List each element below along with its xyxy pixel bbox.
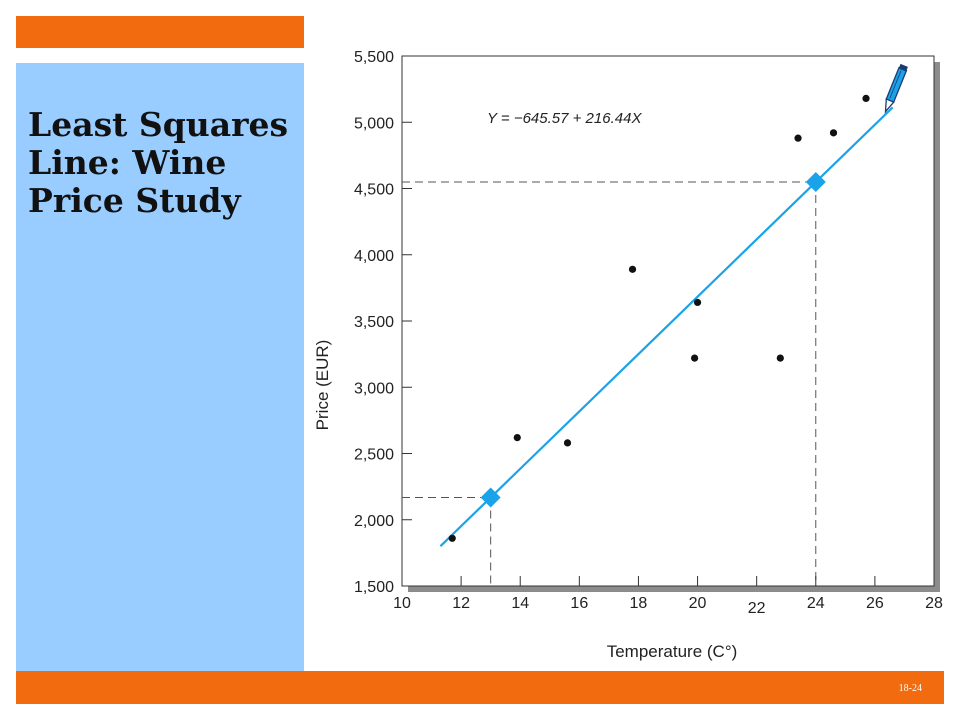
x-tick-label: 20 (689, 595, 707, 612)
x-axis-label: Temperature (C°) (607, 642, 738, 661)
highlight-diamond (805, 172, 826, 193)
data-point (563, 439, 572, 447)
highlight-diamond (480, 487, 501, 508)
x-tick-label: 12 (452, 595, 470, 612)
y-tick-label: 2,000 (354, 513, 394, 530)
x-tick-label: 10 (393, 595, 411, 612)
data-point (693, 298, 702, 307)
y-axis-label: Price (EUR) (313, 340, 332, 431)
y-tick-label: 3,000 (354, 380, 394, 397)
y-tick-label: 5,500 (354, 49, 394, 66)
data-point (448, 534, 456, 542)
y-tick-label: 4,500 (354, 182, 394, 199)
x-tick-label: 16 (570, 595, 588, 612)
x-tick-label: 22 (748, 600, 766, 617)
y-tick-label: 4,000 (354, 248, 394, 265)
y-tick-label: 2,500 (354, 447, 394, 464)
data-point (862, 94, 870, 102)
regression-equation: Y = −645.57 + 216.44X (487, 110, 642, 127)
x-tick-label: 24 (807, 595, 825, 612)
data-point (628, 265, 637, 273)
x-tick-label: 14 (511, 595, 529, 612)
data-point (513, 434, 521, 442)
y-tick-label: 3,500 (354, 314, 394, 331)
slide-title: Least Squares Line: Wine Price Study (28, 105, 289, 220)
data-point (691, 354, 699, 362)
x-tick-label: 26 (866, 595, 884, 612)
data-point (776, 354, 784, 362)
y-tick-label: 1,500 (354, 579, 394, 596)
pencil-icon (884, 63, 908, 114)
data-point (829, 129, 838, 137)
bottom-accent-bar: 18-24 (16, 671, 944, 704)
data-point (794, 134, 802, 142)
x-tick-label: 28 (925, 595, 943, 612)
page-number: 18-24 (898, 683, 922, 694)
scatter-chart: 10 12 14 16 18 20 22 24 26 28 1,500 2,000 2,500 3,000… (313, 49, 943, 661)
y-tick-label: 5,000 (354, 115, 394, 132)
x-tick-label: 18 (630, 595, 648, 612)
top-accent-bar (16, 16, 304, 48)
left-panel (16, 63, 304, 671)
